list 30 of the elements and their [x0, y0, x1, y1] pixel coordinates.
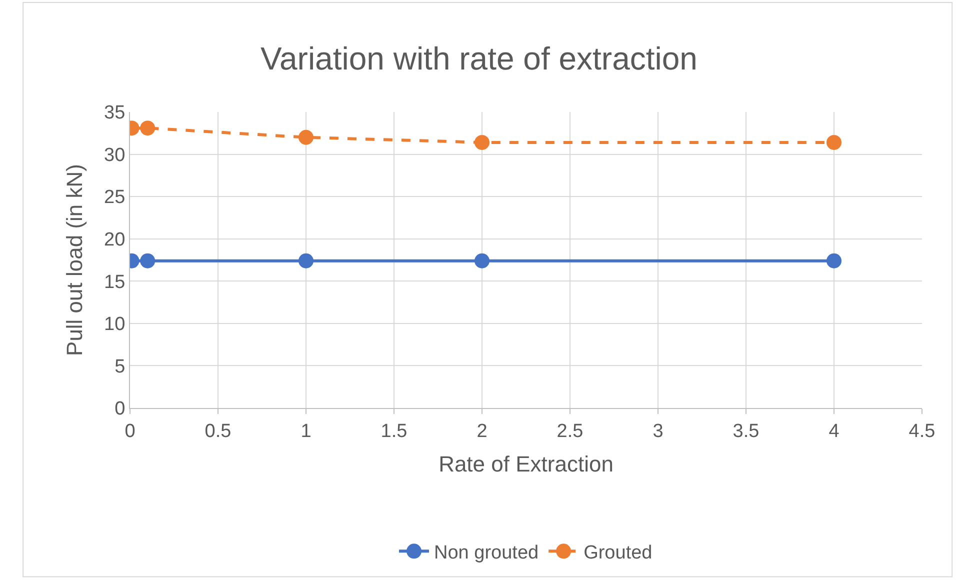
- point: [298, 253, 314, 268]
- x-tick-label: 3.5: [732, 420, 760, 442]
- x-tick-label: 4: [828, 420, 840, 442]
- point: [474, 253, 490, 268]
- legend-label: Non grouted: [434, 542, 539, 564]
- y-tick-label: 0: [114, 398, 126, 420]
- y-tick-label: 30: [104, 144, 126, 166]
- x-tick-label: 1.5: [380, 420, 408, 442]
- y-tick-label: 35: [104, 102, 126, 124]
- y-tick-label: 5: [114, 356, 126, 378]
- y-tick-label: 15: [104, 272, 126, 293]
- x-tick-label: 2: [476, 420, 488, 442]
- point: [140, 253, 156, 268]
- point: [140, 120, 156, 136]
- y-tick-label: 20: [104, 230, 126, 251]
- x-tick-label: 3: [652, 420, 664, 442]
- chart-title: Variation with rate of extraction: [260, 40, 698, 76]
- y-axis-title: Pull out load (in kN): [62, 164, 87, 356]
- x-tick-label: 2.5: [556, 420, 584, 442]
- x-tick-label: 0.5: [204, 420, 232, 442]
- point: [298, 130, 314, 145]
- point: [826, 253, 842, 268]
- point: [826, 134, 842, 150]
- legend-label: Grouted: [584, 542, 652, 564]
- x-tick-label: 4.5: [908, 420, 936, 442]
- point: [474, 134, 490, 150]
- y-tick-label: 25: [104, 187, 126, 208]
- x-axis-title: Rate of Extraction: [438, 452, 614, 477]
- x-tick-label: 1: [300, 420, 312, 442]
- y-tick-label: 10: [104, 314, 126, 336]
